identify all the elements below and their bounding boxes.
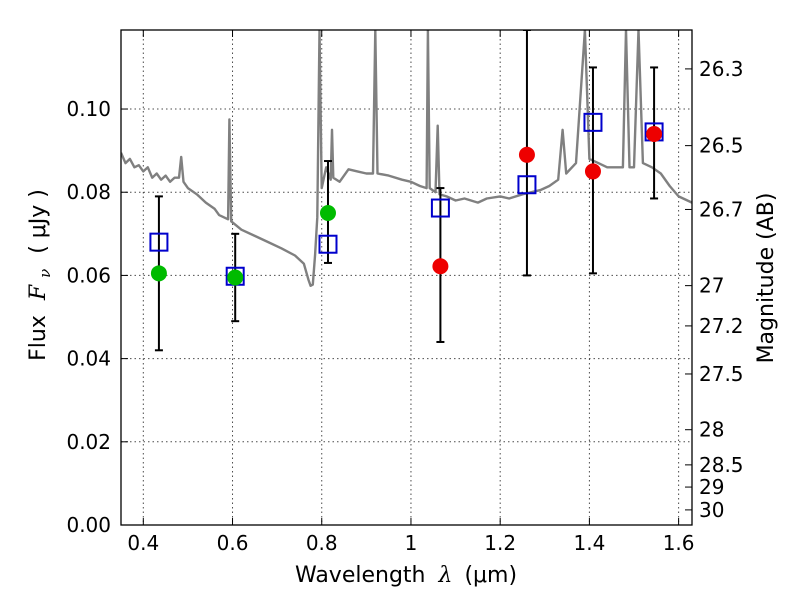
y2-tick-label: 29 [699, 475, 724, 499]
observed-point [432, 258, 449, 275]
observed-point [584, 163, 601, 180]
y-tick-label: 0.00 [66, 513, 111, 537]
x-tick-label: 1.4 [573, 531, 605, 555]
y2-axis-title: Magnitude (AB) [754, 193, 779, 364]
y-tick-label: 0.06 [66, 263, 111, 287]
x-tick-label: 0.8 [306, 531, 338, 555]
x-tick-label: 1.6 [663, 531, 695, 555]
model-point [517, 175, 537, 195]
axis-ticks: 0.4 0.6 0.8 1 1.2 1.4 1.6 0.00 0.02 0.04 0.06 0.08 0… [66, 30, 744, 555]
x-tick-label: 0.4 [127, 531, 159, 555]
y-tick-label: 0.08 [66, 180, 111, 204]
y-tick-label: 0.10 [66, 97, 111, 121]
y2-tick-label: 27 [699, 274, 724, 298]
model-point [149, 232, 169, 252]
y-tick-label: 0.04 [66, 347, 111, 371]
observed-point [518, 146, 535, 163]
y2-tick-label: 28 [699, 418, 724, 442]
y2-tick-label: 27.5 [699, 362, 744, 386]
y2-tick-label: 26.3 [699, 57, 744, 81]
observed-point [227, 269, 244, 286]
y2-tick-label: 28.5 [699, 453, 744, 477]
y-tick-label: 0.02 [66, 430, 111, 454]
x-axis-title: Wavelength λ (μm) [295, 563, 517, 588]
model-point [583, 112, 603, 132]
y2-tick-label: 26.7 [699, 197, 744, 221]
model-point [318, 234, 338, 254]
observed-point [646, 125, 663, 142]
observed-point [319, 205, 336, 222]
y2-tick-label: 27.2 [699, 314, 744, 338]
data-points [149, 112, 664, 286]
x-tick-label: 0.6 [217, 531, 249, 555]
model-point [430, 198, 450, 218]
y2-tick-label: 26.5 [699, 134, 744, 158]
y2-tick-label: 30 [699, 498, 724, 522]
y-axis-title: Flux F ν ( μJy ) [26, 189, 56, 361]
spectrum-line [121, 30, 692, 287]
observed-point [150, 265, 167, 282]
spectrum [121, 30, 692, 287]
x-tick-label: 1.2 [484, 531, 516, 555]
plot-frame [120, 29, 693, 526]
x-tick-label: 1 [405, 531, 418, 555]
